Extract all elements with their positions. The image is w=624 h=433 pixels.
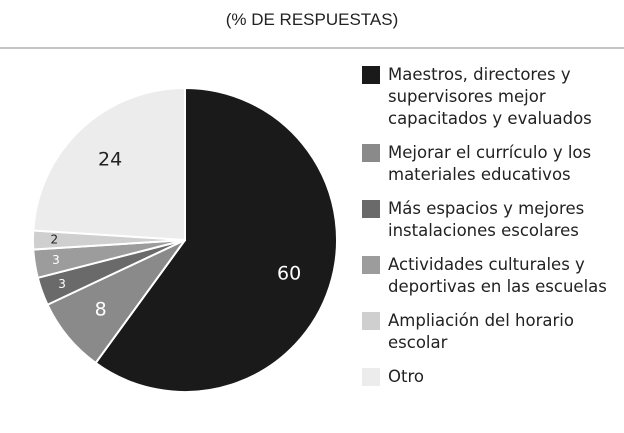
legend-label: Ampliación del horario escolar: [388, 311, 574, 352]
legend-item: Más espacios y mejores instalaciones esc…: [362, 198, 624, 242]
legend-item: Actividades culturales y deportivas en l…: [362, 254, 624, 298]
legend-swatch: [362, 66, 380, 84]
legend-item: Mejorar el currículo y los materiales ed…: [362, 142, 624, 186]
pie-slice: [32, 86, 186, 242]
legend-label: Maestros, directores y supervisores mejo…: [388, 65, 592, 128]
value-label: 24: [98, 149, 122, 171]
legend-label: Actividades culturales y deportivas en l…: [388, 255, 607, 296]
legend-swatch: [362, 256, 380, 274]
chart-title: (% DE RESPUESTAS): [225, 10, 399, 29]
legend: Maestros, directores y supervisores mejo…: [362, 64, 624, 400]
legend-label: Más espacios y mejores instalaciones esc…: [388, 199, 585, 240]
legend-item: Otro: [362, 366, 624, 388]
value-label: 8: [95, 298, 107, 320]
value-label: 2: [50, 233, 58, 247]
value-label: 60: [277, 262, 301, 284]
legend-swatch: [362, 312, 380, 330]
value-label: 3: [58, 277, 66, 291]
legend-item: Ampliación del horario escolar: [362, 310, 624, 354]
legend-label: Otro: [388, 367, 424, 386]
legend-swatch: [362, 144, 380, 162]
legend-swatch: [362, 368, 380, 386]
value-label: 3: [52, 253, 60, 267]
pie-slice: [94, 86, 338, 393]
legend-swatch: [362, 200, 380, 218]
legend-label: Mejorar el currículo y los materiales ed…: [388, 143, 592, 184]
legend-item: Maestros, directores y supervisores mejo…: [362, 64, 624, 130]
